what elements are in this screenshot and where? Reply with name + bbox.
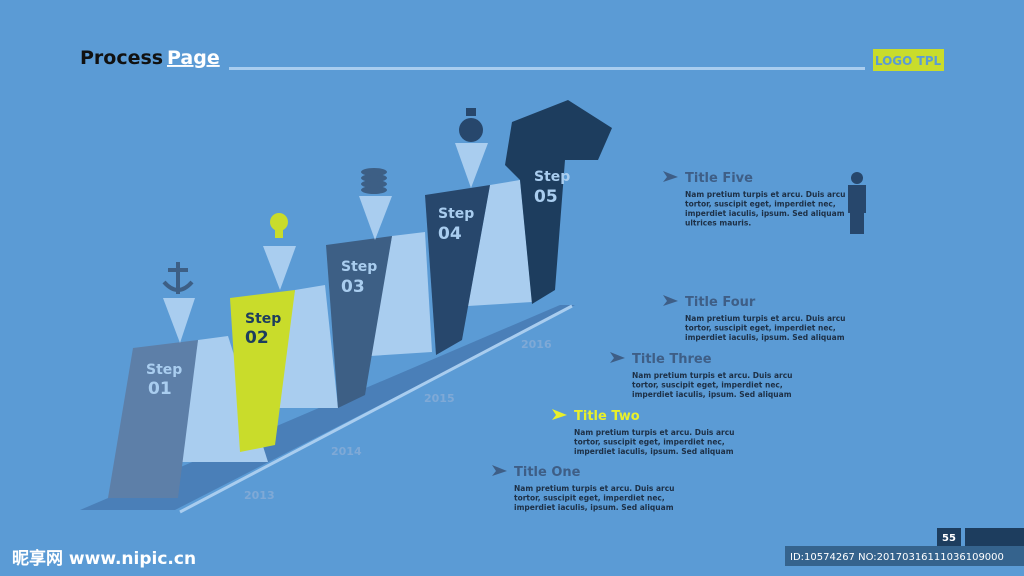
down-arrow: [455, 143, 488, 188]
item-text: Nam pretium turpis et arcu. Duis arcu: [685, 190, 846, 199]
item-list: Title One Nam pretium turpis et arcu. Dui…: [492, 171, 846, 512]
bullet-arrow: [492, 465, 507, 476]
title-highlight: Page: [167, 47, 220, 69]
money-bag-top: [466, 108, 476, 116]
step-number: 02: [245, 328, 269, 348]
page-number: 55: [942, 533, 956, 544]
item-text: tortor, suscipit eget, imperdiet nec,: [632, 381, 783, 390]
step-block: [425, 185, 490, 355]
watermark-site: 昵享网 www.nipic.cn: [12, 548, 196, 569]
item-text: imperdiet iaculis, ipsum. Sed aliquam: [574, 447, 734, 456]
item-title: Title Four: [685, 295, 756, 310]
bullet-arrow: [663, 295, 678, 306]
item-title: Title One: [514, 465, 581, 480]
step-label: Step: [245, 311, 281, 327]
logo: LOGO TPL: [875, 54, 942, 68]
item-title: Title Two: [574, 409, 640, 424]
step-number: 05: [534, 187, 558, 207]
bullet-arrow: [663, 171, 678, 182]
item-text: ultrices mauris.: [685, 219, 751, 228]
down-arrow: [163, 298, 195, 343]
down-arrow: [263, 246, 296, 290]
title: Process: [80, 47, 163, 69]
anchor-icon: [162, 262, 194, 294]
watermark-bg: [785, 546, 1024, 566]
step-arrow: [505, 100, 612, 304]
year: 2015: [424, 392, 455, 405]
item-text: Nam pretium turpis et arcu. Duis arcu: [685, 314, 846, 323]
item-text: imperdiet iaculis, ipsum. Sed aliquam: [514, 503, 674, 512]
item-text: imperdiet iaculis, ipsum. Sed aliquam: [632, 390, 792, 399]
step-block: [230, 290, 295, 452]
year: 2016: [521, 338, 552, 351]
down-arrow: [359, 196, 392, 240]
item-title: Title Three: [632, 352, 712, 367]
item-text: imperdiet iaculis, ipsum. Sed aliquam: [685, 209, 845, 218]
bulb-icon: [270, 213, 288, 231]
step-label: Step: [438, 206, 474, 222]
header-rule: [229, 67, 865, 70]
item-text: Nam pretium turpis et arcu. Duis arcu: [574, 428, 735, 437]
watermark-id: ID:10574267 NO:20170316111036109000: [790, 552, 1004, 563]
page-number-box: [937, 528, 961, 546]
item-text: tortor, suscipit eget, imperdiet nec,: [514, 494, 665, 503]
footer-bar: [965, 528, 1024, 546]
timeline: [179, 304, 573, 514]
step-block: [108, 340, 198, 498]
item-title: Title Five: [685, 171, 753, 186]
step-number: 04: [438, 224, 462, 244]
bullet-arrow: [610, 352, 625, 363]
item-text: tortor, suscipit eget, imperdiet nec,: [574, 438, 725, 447]
item-text: imperdiet iaculis, ipsum. Sed aliquam: [685, 333, 845, 342]
person-icon: [848, 172, 866, 234]
step-label: Step: [341, 259, 377, 275]
step-side: [468, 180, 532, 306]
bulb-base: [275, 230, 283, 238]
step-block: [326, 236, 392, 408]
coins-icon: [361, 168, 387, 194]
bullet-arrow: [552, 409, 567, 420]
step-number: 01: [148, 379, 172, 399]
logo-box: [873, 49, 944, 71]
step-label: Step: [534, 169, 570, 185]
step-side: [370, 232, 432, 356]
item-text: tortor, suscipit eget, imperdiet nec,: [685, 324, 836, 333]
step-label: Step: [146, 362, 182, 378]
money-bag-icon: [459, 118, 483, 142]
year: 2014: [331, 445, 362, 458]
item-text: tortor, suscipit eget, imperdiet nec,: [685, 200, 836, 209]
item-text: Nam pretium turpis et arcu. Duis arcu: [632, 371, 793, 380]
year: 2013: [244, 489, 275, 502]
item-text: Nam pretium turpis et arcu. Duis arcu: [514, 484, 675, 493]
step-number: 03: [341, 277, 365, 297]
